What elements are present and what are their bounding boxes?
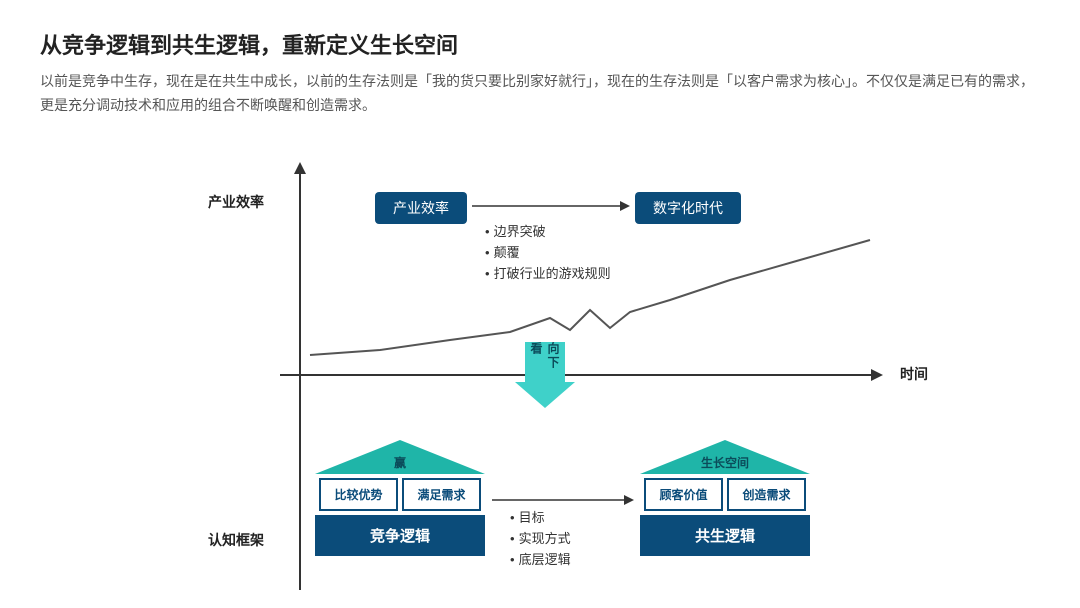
- house-competition-box-2: 满足需求: [402, 478, 481, 511]
- house-competition: 赢 比较优势 满足需求 竞争逻辑: [315, 440, 485, 556]
- y-axis-label: 产业效率: [208, 192, 264, 212]
- house-symbiosis-roof: 生长空间: [640, 440, 810, 474]
- bottom-bullet-3: 底层逻辑: [510, 550, 571, 571]
- house-competition-roof-label: 赢: [370, 454, 430, 471]
- pill-digital-era: 数字化时代: [635, 192, 741, 224]
- y-axis-arrow: [294, 162, 306, 174]
- x-axis-arrow: [871, 369, 883, 381]
- x-axis-label: 时间: [900, 364, 928, 384]
- bottom-bullet-2: 实现方式: [510, 529, 571, 550]
- page-title: 从竞争逻辑到共生逻辑，重新定义生长空间: [40, 28, 458, 60]
- diagram-area: 产业效率 认知框架 时间 产业效率 数字化时代 边界突破 颠覆 打破行业的游戏规…: [150, 160, 970, 590]
- house-competition-boxes: 比较优势 满足需求: [315, 474, 485, 515]
- top-bullet-2: 颠覆: [485, 243, 611, 264]
- down-arrow: 向下看: [515, 342, 575, 412]
- bottom-bullets: 目标 实现方式 底层逻辑: [510, 508, 571, 570]
- house-symbiosis-box-2: 创造需求: [727, 478, 806, 511]
- house-competition-roof: 赢: [315, 440, 485, 474]
- bottom-bullet-1: 目标: [510, 508, 571, 529]
- house-symbiosis-base: 共生逻辑: [640, 515, 810, 556]
- down-arrow-label: 向下看: [525, 342, 565, 382]
- top-bullet-3: 打破行业的游戏规则: [485, 264, 611, 285]
- house-symbiosis-box-1: 顾客价值: [644, 478, 723, 511]
- lower-axis-label: 认知框架: [208, 530, 264, 550]
- bottom-arrow-head: [624, 495, 634, 505]
- top-arrow-head: [620, 201, 630, 211]
- house-competition-base: 竞争逻辑: [315, 515, 485, 556]
- top-bullets: 边界突破 颠覆 打破行业的游戏规则: [485, 222, 611, 284]
- page-subtitle: 以前是竞争中生存，现在是在共生中成长，以前的生存法则是「我的货只要比别家好就行」…: [40, 70, 1040, 118]
- down-arrow-head-icon: [515, 382, 575, 408]
- house-competition-box-1: 比较优势: [319, 478, 398, 511]
- pill-industry-efficiency: 产业效率: [375, 192, 467, 224]
- house-symbiosis-roof-label: 生长空间: [695, 454, 755, 471]
- top-bullet-1: 边界突破: [485, 222, 611, 243]
- house-symbiosis-boxes: 顾客价值 创造需求: [640, 474, 810, 515]
- house-symbiosis: 生长空间 顾客价值 创造需求 共生逻辑: [640, 440, 810, 556]
